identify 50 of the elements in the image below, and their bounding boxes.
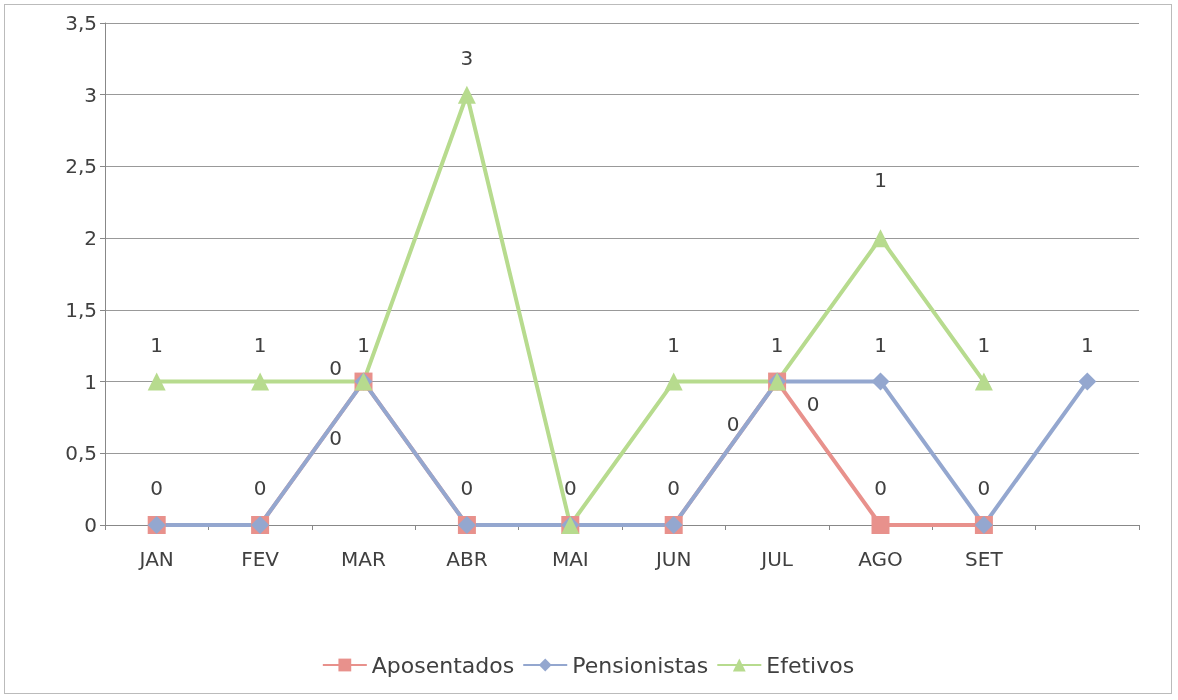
annotation: 0 xyxy=(726,411,740,436)
point xyxy=(457,85,476,104)
data-label: 1 xyxy=(977,332,991,357)
legend-label: Efetivos xyxy=(766,652,855,678)
y-tick-label: 2 xyxy=(84,226,97,251)
annotation: 0 xyxy=(329,425,342,450)
y-tick-label: 3 xyxy=(84,82,97,107)
x-tick-label: AGO xyxy=(858,547,903,571)
y-tick-label: 1 xyxy=(84,369,97,394)
data-label: 0 xyxy=(874,476,887,500)
y-tick-label: 1,5 xyxy=(65,297,97,322)
x-tick-label: JUN xyxy=(653,547,692,571)
data-label: 0 xyxy=(977,476,991,500)
point xyxy=(871,516,890,534)
data-label: 0 xyxy=(150,476,164,500)
x-tick-label: MAR xyxy=(341,547,387,571)
x-tick-label: SET xyxy=(965,547,1004,571)
data-label: 1 xyxy=(770,332,784,357)
y-tick-label: 3,5 xyxy=(65,11,97,35)
data-label: 1 xyxy=(667,332,681,357)
annotation: 0 xyxy=(329,355,342,380)
data-label: 1 xyxy=(1080,332,1094,357)
annotation: 0 xyxy=(806,391,820,416)
data-label: 1 xyxy=(150,332,164,357)
data-label: 0 xyxy=(667,476,681,500)
x-tick-label: MAI xyxy=(551,547,589,571)
data-label: 0 xyxy=(253,476,267,500)
point xyxy=(871,372,890,391)
point xyxy=(1078,372,1097,391)
data-label: 0 xyxy=(563,476,577,500)
x-tick-label: FEV xyxy=(241,547,280,571)
annotation: 1 xyxy=(874,168,887,193)
data-label: 1 xyxy=(874,332,887,357)
data-label: 3 xyxy=(460,45,474,70)
point xyxy=(251,372,270,391)
y-tick-label: 2,5 xyxy=(65,154,97,179)
y-tick-label: 0,5 xyxy=(65,441,97,466)
data-label: 1 xyxy=(357,332,370,357)
x-tick-label: ABR xyxy=(446,547,488,571)
point xyxy=(147,372,166,391)
point xyxy=(974,372,993,391)
point xyxy=(664,372,683,391)
y-tick-label: 0 xyxy=(84,513,97,537)
data-label: 0 xyxy=(460,476,474,500)
legend-label: Pensionistas xyxy=(572,652,709,678)
data-label: 1 xyxy=(253,332,267,357)
x-tick-label: JAN xyxy=(137,547,174,571)
point xyxy=(871,229,890,248)
legend-label: Aposentados xyxy=(371,652,515,678)
x-tick-label: JUL xyxy=(759,547,794,571)
